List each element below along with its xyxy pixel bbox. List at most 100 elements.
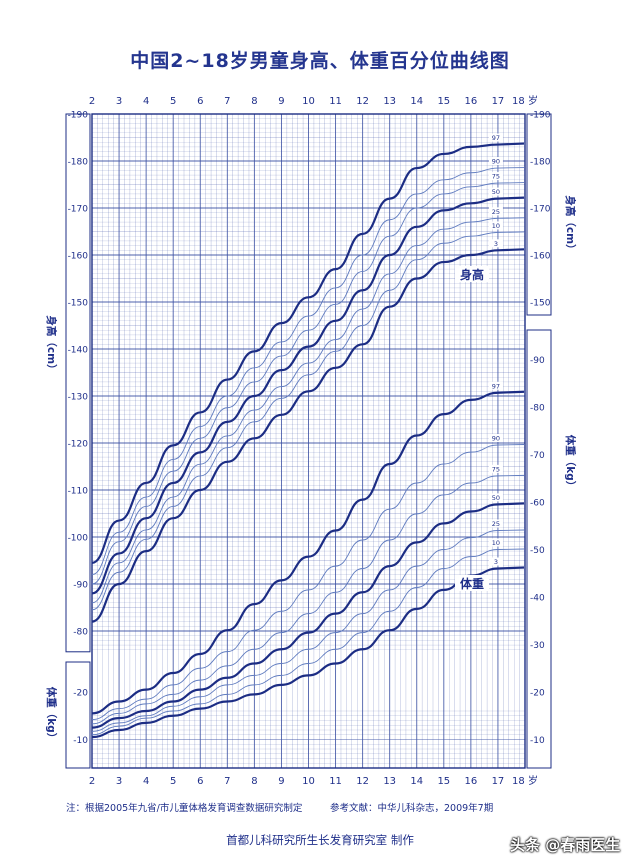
height-p10-label: 10 bbox=[492, 222, 500, 230]
watermark-text: 头条 @春雨医生 bbox=[510, 836, 621, 854]
height-tick-left: -160 bbox=[68, 252, 89, 262]
height-tick-left: -100 bbox=[68, 534, 89, 544]
weight-p75-label-bg bbox=[488, 464, 503, 473]
x-tick-label-bottom: 8 bbox=[251, 776, 257, 787]
height-tick-left: -150 bbox=[68, 299, 89, 309]
footnote-right: 参考文献：中华儿科杂志，2009年7期 bbox=[330, 803, 494, 814]
height-p90-label-bg bbox=[488, 157, 503, 166]
height-p10-tail bbox=[497, 231, 525, 233]
weight-p75-label: 75 bbox=[492, 465, 500, 473]
weight-region-label-bg bbox=[455, 575, 489, 591]
weight-p97-tail bbox=[497, 390, 525, 394]
height-p97-tail bbox=[497, 142, 525, 146]
weight-tick-right: -30 bbox=[530, 641, 545, 651]
x-tick-label-bottom: 11 bbox=[329, 776, 342, 787]
weight-curves: 3 10 25 50 75 90 97 bbox=[91, 381, 525, 739]
x-tick-label-top: 5 bbox=[170, 96, 176, 107]
weight-p75-tail bbox=[497, 474, 525, 477]
height-tick-left: -170 bbox=[68, 205, 89, 215]
height-axis-label-left: 身高（cm） bbox=[45, 315, 58, 374]
weight-p97-label: 97 bbox=[492, 382, 500, 390]
weight-p3-line bbox=[91, 567, 498, 739]
height-tick-left: -190 bbox=[68, 111, 89, 121]
x-tick-label-top: 11 bbox=[329, 96, 342, 107]
height-tick-left: -120 bbox=[68, 440, 89, 450]
weight-p25-tail bbox=[497, 529, 525, 531]
height-p90-label: 90 bbox=[492, 158, 500, 166]
weight-tick-right: -10 bbox=[530, 736, 545, 746]
height-tick-left: -80 bbox=[73, 628, 88, 638]
height-tick-right: -190 bbox=[530, 111, 551, 121]
weight-p50-line bbox=[91, 503, 498, 729]
weight-tick-right: -40 bbox=[530, 594, 545, 604]
chart-title: 中国2~18岁男童身高、体重百分位曲线图 bbox=[130, 50, 510, 72]
weight-p10-label: 10 bbox=[492, 539, 500, 547]
height-p10-label-bg bbox=[488, 221, 503, 230]
height-tick-left: -90 bbox=[73, 581, 88, 591]
weight-axis-label-right: 体重（kg） bbox=[564, 435, 577, 492]
x-tick-label-top: 9 bbox=[278, 96, 284, 107]
weight-p10-line bbox=[91, 549, 498, 736]
weight-tick-left: -20 bbox=[73, 689, 88, 699]
height-p25-line bbox=[91, 217, 498, 604]
x-tick-label-bottom: 15 bbox=[437, 776, 450, 787]
weight-p10-label-bg bbox=[488, 538, 503, 547]
x-tick-label-top: 6 bbox=[197, 96, 203, 107]
x-tick-label-bottom: 6 bbox=[197, 776, 203, 787]
height-tick-right: -150 bbox=[530, 299, 551, 309]
height-p75-label-bg bbox=[488, 172, 503, 181]
x-tick-label-bottom: 2 bbox=[89, 776, 95, 787]
weight-p3-label-bg bbox=[488, 557, 503, 566]
height-curves: 3 10 25 50 75 90 97 bbox=[91, 133, 525, 623]
x-tick-label-top: 2 bbox=[89, 96, 95, 107]
height-axis-label-right: 身高（cm） bbox=[564, 195, 577, 254]
x-tick-label-top: 4 bbox=[143, 96, 149, 107]
weight-tick-right: -50 bbox=[530, 546, 545, 556]
x-tick-label-top: 12 bbox=[356, 96, 369, 107]
weight-scale-left-box bbox=[65, 661, 91, 769]
x-tick-label-top: 3 bbox=[116, 96, 122, 107]
x-tick-label-top: 17 bbox=[492, 96, 505, 107]
height-p50-label-bg bbox=[488, 187, 503, 196]
weight-p25-label: 25 bbox=[492, 520, 500, 528]
x-tick-label-bottom: 16 bbox=[465, 776, 478, 787]
height-p3-line bbox=[91, 249, 498, 623]
height-scale-right-box bbox=[526, 113, 552, 316]
x-tick-label-top: 8 bbox=[251, 96, 257, 107]
weight-axis-label-left: 体重（kg） bbox=[45, 687, 58, 744]
height-p25-label-bg bbox=[488, 207, 503, 216]
height-tick-right: -170 bbox=[530, 205, 551, 215]
height-p97-label: 97 bbox=[492, 134, 500, 142]
weight-tick-right: -20 bbox=[530, 689, 545, 699]
height-region-label: 身高 bbox=[460, 267, 484, 282]
weight-p50-label-bg bbox=[488, 493, 503, 502]
height-p3-label-bg bbox=[488, 239, 503, 248]
height-p75-line bbox=[91, 182, 498, 585]
x-tick-label-bottom: 9 bbox=[278, 776, 284, 787]
height-p3-label: 3 bbox=[494, 240, 498, 248]
weight-p97-label-bg bbox=[488, 381, 503, 390]
height-tick-left: -130 bbox=[68, 393, 89, 403]
height-p97-label-bg bbox=[488, 133, 503, 142]
weight-p25-line bbox=[91, 530, 498, 732]
watermark: 头条 @春雨医生 bbox=[510, 834, 620, 855]
x-tick-label-bottom: 5 bbox=[170, 776, 176, 787]
weight-p90-label: 90 bbox=[492, 435, 500, 443]
weight-tick-right: -80 bbox=[530, 404, 545, 414]
weight-p90-label-bg bbox=[488, 434, 503, 442]
x-tick-label-bottom: 18 岁 bbox=[512, 774, 538, 787]
weight-scale-right-box bbox=[526, 329, 552, 769]
x-tick-label-top: 13 bbox=[383, 96, 396, 107]
maker-line: 首都儿科研究所生长发育研究室 制作 bbox=[226, 833, 414, 847]
height-region-label-bg bbox=[455, 266, 489, 282]
weight-p97-line bbox=[91, 391, 498, 715]
grid bbox=[91, 113, 526, 769]
weight-p10-tail bbox=[497, 548, 525, 550]
weight-tick-left: -10 bbox=[73, 736, 88, 746]
x-tick-label-bottom: 13 bbox=[383, 776, 396, 787]
x-tick-label-top: 16 bbox=[465, 96, 478, 107]
height-p25-tail bbox=[497, 217, 525, 219]
weight-p90-tail bbox=[497, 444, 525, 446]
height-p90-tail bbox=[497, 167, 525, 169]
x-tick-label-bottom: 4 bbox=[143, 776, 149, 787]
